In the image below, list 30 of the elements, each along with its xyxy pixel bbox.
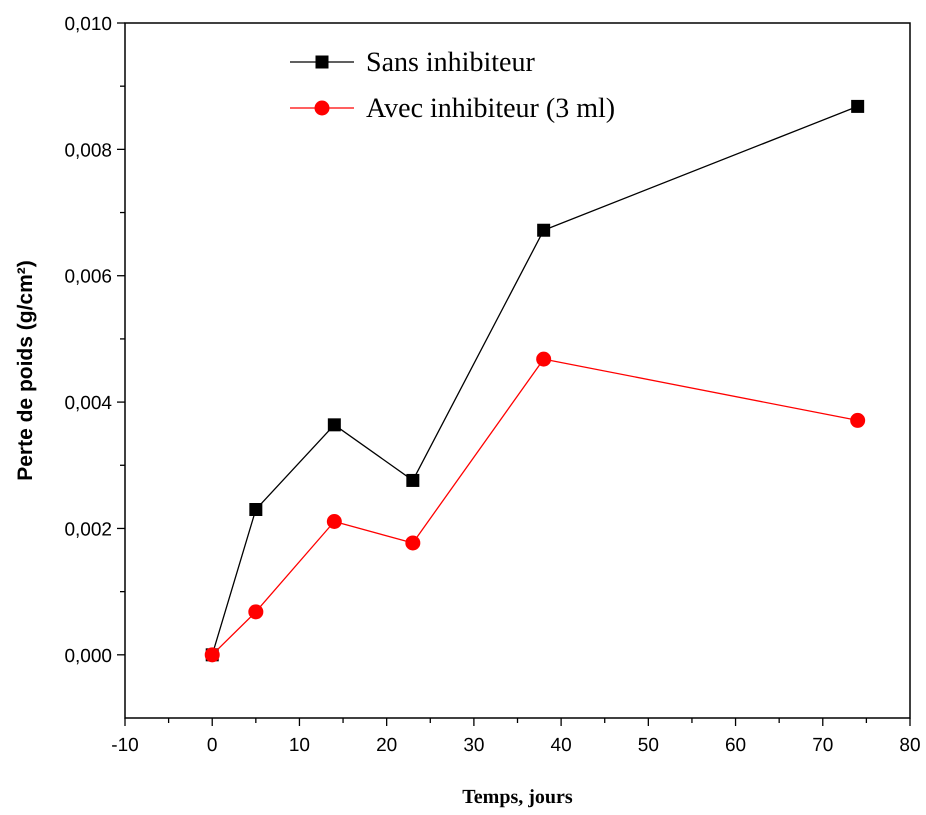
point bbox=[328, 418, 341, 432]
point bbox=[536, 352, 552, 367]
point bbox=[537, 224, 550, 237]
x-axis-title: Temps, jours bbox=[462, 786, 573, 808]
y-tick-label: 0,000 bbox=[64, 646, 112, 667]
legend-label: Sans inhibiteur bbox=[366, 47, 536, 78]
point bbox=[326, 514, 342, 530]
y-axis-title: Perte de poids (g/cm²) bbox=[14, 260, 37, 481]
x-tick-label: 30 bbox=[463, 735, 484, 756]
point bbox=[248, 604, 264, 620]
legend-label: Avec inhibiteur (3 ml) bbox=[366, 93, 616, 124]
x-tick-label: 80 bbox=[899, 735, 921, 756]
x-tick-label: 20 bbox=[376, 735, 398, 756]
x-tick-label: 60 bbox=[724, 735, 746, 756]
y-tick-label: 0,004 bbox=[64, 393, 112, 414]
x-tick-label: 10 bbox=[288, 735, 310, 756]
y-tick-label: 0,006 bbox=[64, 266, 112, 288]
point bbox=[406, 474, 420, 487]
y-tick-label: 0,010 bbox=[64, 14, 112, 35]
y-tick-label: 0,008 bbox=[64, 140, 112, 162]
x-tick-label: -10 bbox=[111, 735, 139, 756]
point bbox=[850, 412, 866, 428]
point bbox=[851, 100, 864, 113]
y-tick-label: 0,002 bbox=[64, 519, 112, 540]
x-tick-label: 0 bbox=[206, 735, 218, 756]
point bbox=[249, 503, 262, 516]
point bbox=[405, 535, 420, 550]
x-tick-label: 50 bbox=[638, 735, 659, 756]
x-tick-label: 40 bbox=[550, 735, 572, 756]
x-tick-label: 70 bbox=[812, 735, 834, 756]
